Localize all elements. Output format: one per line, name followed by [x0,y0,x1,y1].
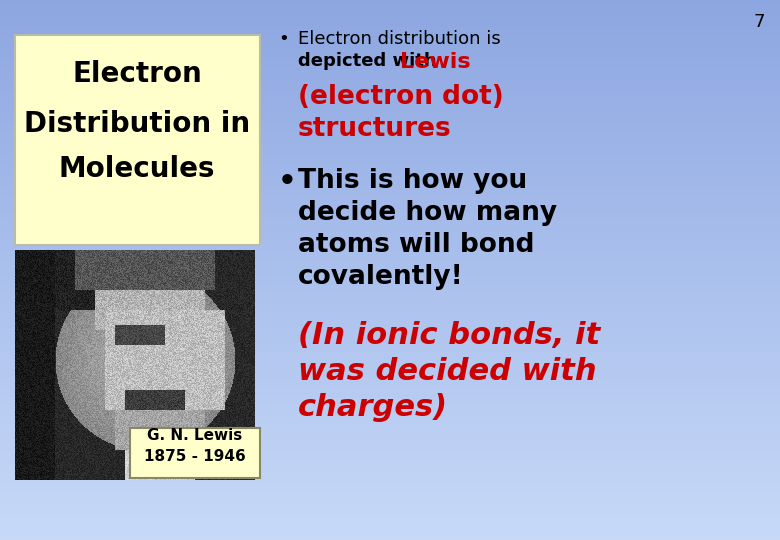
Text: Lewis: Lewis [400,52,470,72]
Text: •: • [278,168,296,196]
Text: charges): charges) [298,393,448,422]
Text: Electron: Electron [72,60,202,88]
Text: covalently!: covalently! [298,264,464,290]
FancyBboxPatch shape [130,428,260,478]
FancyBboxPatch shape [15,35,260,245]
Text: Electron distribution is: Electron distribution is [298,30,501,48]
Text: was decided with: was decided with [298,357,597,386]
Text: decide how many: decide how many [298,200,557,226]
Text: 7: 7 [753,13,765,31]
Text: Molecules: Molecules [58,155,215,183]
Text: structures: structures [298,116,452,142]
Text: depicted with: depicted with [298,52,443,70]
Text: atoms will bond: atoms will bond [298,232,534,258]
Text: This is how you: This is how you [298,168,527,194]
Text: •: • [278,30,289,48]
Text: (In ionic bonds, it: (In ionic bonds, it [298,321,601,350]
Text: Distribution in: Distribution in [24,110,250,138]
Text: G. N. Lewis
1875 - 1946: G. N. Lewis 1875 - 1946 [144,428,246,464]
Text: (electron dot): (electron dot) [298,84,504,110]
